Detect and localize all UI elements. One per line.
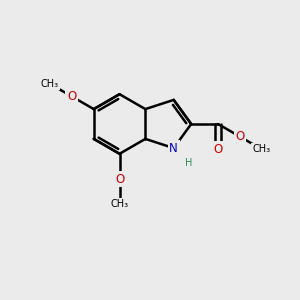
Text: N: N — [169, 142, 178, 154]
Text: CH₃: CH₃ — [253, 144, 271, 154]
Text: CH₃: CH₃ — [41, 79, 59, 89]
Text: O: O — [213, 143, 223, 156]
Text: O: O — [235, 130, 244, 143]
Text: CH₃: CH₃ — [110, 200, 129, 209]
Text: H: H — [185, 158, 192, 167]
Text: O: O — [67, 90, 76, 103]
Text: O: O — [115, 172, 124, 186]
